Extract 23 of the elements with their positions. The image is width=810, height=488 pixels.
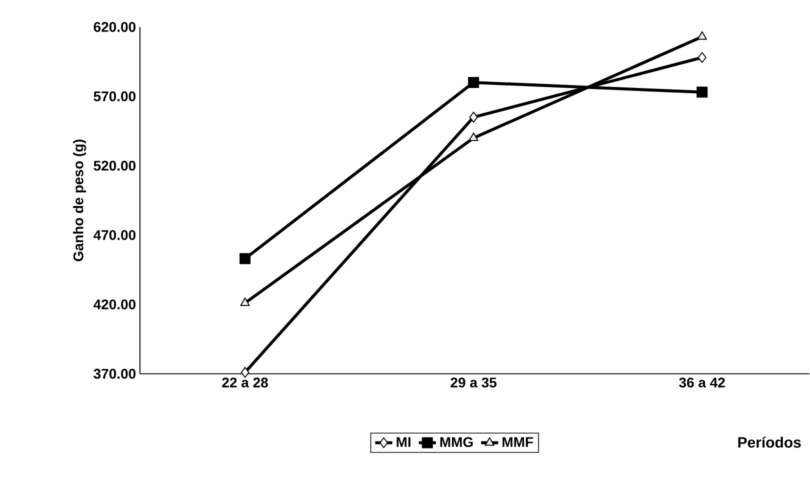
- y-tick-label: 570.00: [94, 92, 136, 102]
- y-tick-label: 470.00: [94, 230, 136, 240]
- legend-label: MMG: [440, 437, 473, 448]
- point: [240, 253, 251, 264]
- point: [696, 86, 708, 98]
- point: [240, 298, 250, 306]
- x-tick-label: 36 a 42: [679, 378, 725, 388]
- legend-label: MI: [396, 437, 410, 447]
- point: [697, 31, 707, 40]
- y-tick-label: 420.00: [94, 300, 136, 310]
- point: [468, 132, 478, 142]
- y-tick-label: 520.00: [94, 160, 136, 171]
- point: [469, 112, 478, 123]
- point: [240, 367, 250, 378]
- point: [698, 52, 706, 64]
- y-tick-label: 620.00: [94, 22, 136, 32]
- legend-label: MMF: [502, 437, 533, 447]
- y-tick-label: 370.00: [94, 368, 136, 379]
- point: [468, 77, 480, 88]
- y-axis-title: Ganho de peso (g): [73, 140, 86, 262]
- x-axis-title: Períodos: [738, 436, 801, 448]
- x-tick-label: 29 a 35: [450, 378, 497, 388]
- x-tick-label: 22 a 28: [222, 378, 268, 388]
